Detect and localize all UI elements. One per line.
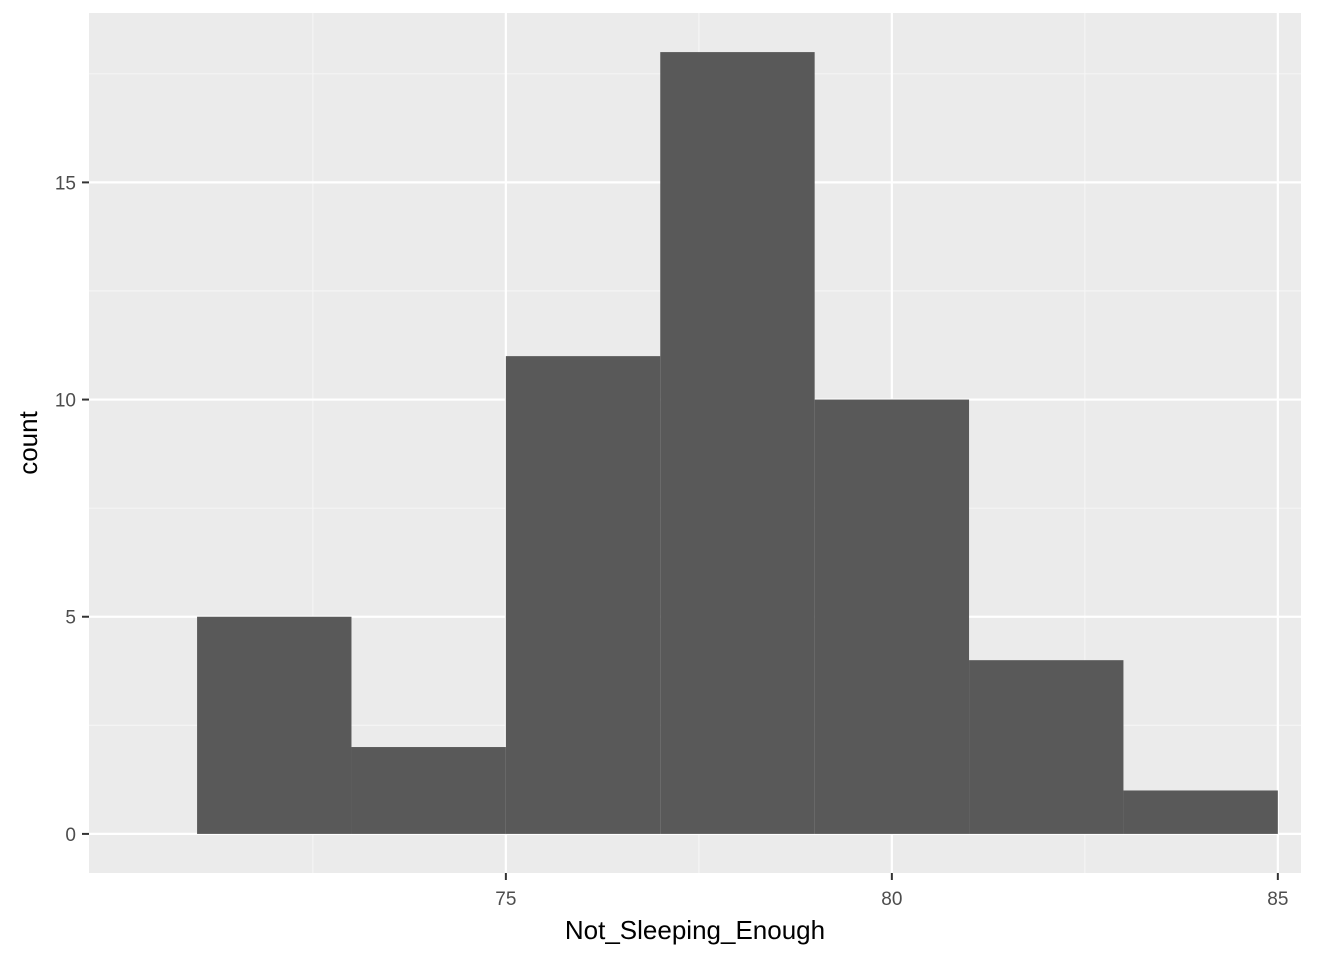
x-tick-label: 80 [881, 889, 902, 910]
histogram-bar [814, 399, 970, 834]
y-axis-ticks: 0 5 10 15 [55, 173, 89, 846]
y-tick-label: 0 [65, 825, 76, 846]
histogram-bar [197, 616, 352, 834]
histogram-bar [505, 356, 661, 834]
y-tick-label: 15 [55, 173, 76, 194]
x-tick-label: 85 [1267, 889, 1288, 910]
histogram-bars [197, 52, 1278, 834]
histogram-bar [660, 52, 815, 834]
y-tick-label: 5 [65, 608, 76, 629]
x-tick-label: 75 [495, 889, 516, 910]
x-axis-ticks: 75 80 85 [495, 873, 1288, 910]
histogram-bar [351, 747, 506, 834]
y-axis-title: count [13, 410, 43, 474]
histogram-bar [1123, 790, 1278, 834]
histogram-bar [969, 660, 1124, 834]
y-tick-label: 10 [55, 391, 76, 412]
x-axis-title: Not_Sleeping_Enough [565, 915, 825, 945]
